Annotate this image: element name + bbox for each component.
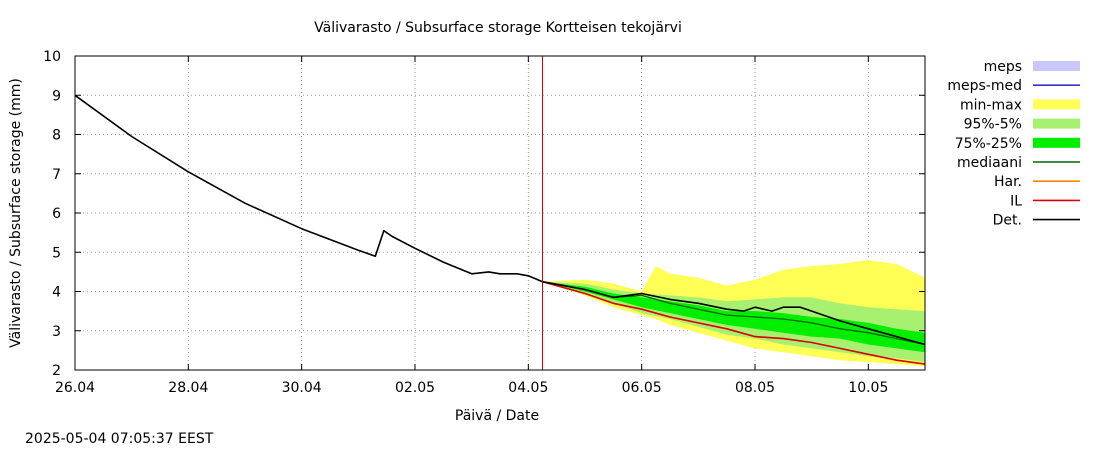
y-tick-label: 8 [52,128,61,144]
chart-title: Välivarasto / Subsurface storage Korttei… [314,20,682,36]
legend-label-il: IL [1010,193,1022,209]
bands [542,260,925,367]
legend-swatch-min-max [1033,99,1080,110]
axis-ticks: 2 3 4 5 6 7 8 9 10 26.04 28.04 30.04 02.05 04.05 06.05… [43,49,925,396]
series-line-det [74,94,926,346]
series-line-il [542,280,926,365]
legend: meps meps-med min-max 95%-5% 75%-25% mediaani… [947,59,1080,229]
x-axis-label: Päivä / Date [455,408,539,424]
legend-label-det: Det. [993,213,1022,229]
band-75-25 [542,281,925,353]
x-tick-label: 08.05 [735,380,775,396]
x-tick-label: 06.05 [622,380,662,396]
legend-label-har: Har. [994,174,1022,190]
y-tick-label: 5 [52,245,61,261]
x-tick-label: 10.05 [848,380,888,396]
legend-label-meps-med: meps-med [947,78,1022,94]
legend-label-min-max: min-max [960,97,1022,113]
x-tick-label: 30.04 [282,380,322,396]
legend-label-95-5: 95%-5% [964,117,1022,133]
legend-label-mediaani: mediaani [957,155,1022,171]
x-tick-label: 28.04 [168,380,208,396]
y-tick-label: 9 [52,88,61,104]
y-tick-label: 3 [52,324,61,340]
legend-swatch-95-5 [1033,118,1080,129]
y-tick-label: 4 [52,285,61,301]
legend-swatch-75-25 [1033,137,1080,148]
y-tick-label: 6 [52,206,61,222]
y-axis-label: Välivarasto / Subsurface storage (mm) [8,78,24,348]
legend-label-75-25: 75%-25% [955,136,1022,152]
legend-swatch-meps [1033,61,1080,71]
timestamp: 2025-05-04 07:05:37 EEST [25,431,214,447]
x-tick-label: 26.04 [55,380,95,396]
y-tick-label: 7 [52,167,61,183]
y-tick-label: 2 [52,363,61,379]
legend-label-meps: meps [984,59,1022,75]
y-tick-label: 10 [43,49,61,65]
x-tick-label: 04.05 [508,380,548,396]
x-tick-label: 02.05 [395,380,435,396]
